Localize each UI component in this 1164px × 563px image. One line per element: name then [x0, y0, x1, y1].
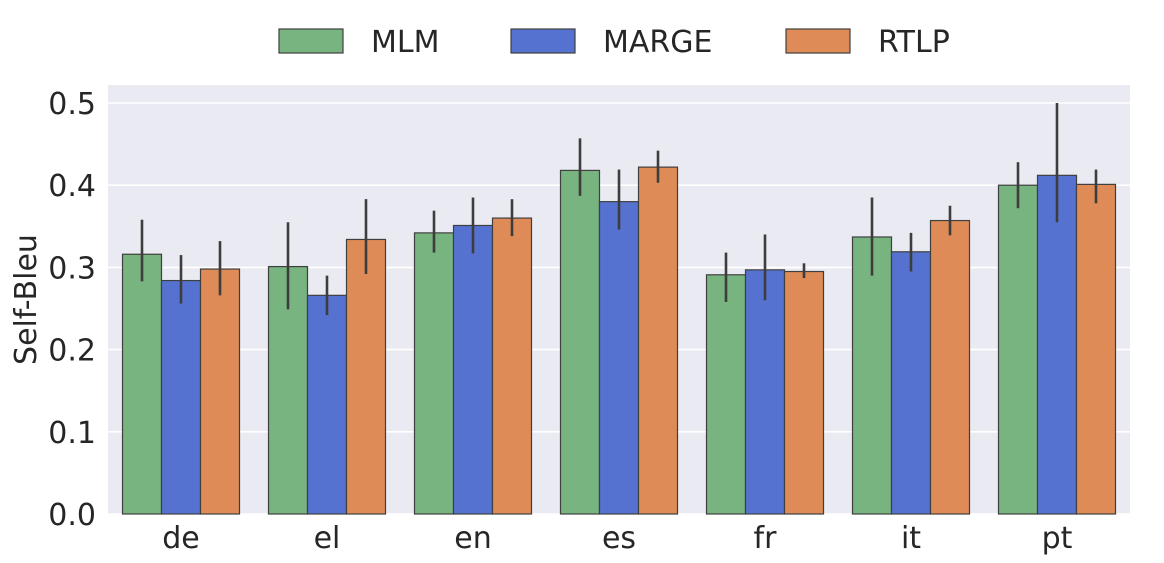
- bar-rtlp-de: [199, 268, 241, 515]
- bar-marge-es: [598, 201, 640, 515]
- bar-mlm-en: [413, 232, 455, 515]
- bar-mlm-pt: [997, 184, 1039, 515]
- y-tick-label: 0.2: [48, 334, 96, 369]
- bar-rtlp-pt: [1075, 183, 1117, 515]
- legend-swatch-rtlp: [785, 28, 851, 54]
- x-tick-label-de: de: [162, 521, 200, 556]
- bar-marge-el: [306, 294, 348, 515]
- y-tick-label: 0.1: [48, 416, 96, 451]
- x-tick-label-en: en: [454, 521, 491, 556]
- bar-mlm-it: [851, 236, 893, 515]
- x-tick-label-es: es: [602, 521, 636, 556]
- x-tick-label-fr: fr: [754, 521, 778, 556]
- bar-rtlp-el: [345, 238, 387, 515]
- bar-rtlp-it: [929, 219, 971, 515]
- legend-label-marge: MARGE: [603, 25, 712, 60]
- bar-marge-en: [452, 224, 494, 515]
- bar-marge-pt: [1036, 174, 1078, 515]
- bar-mlm-de: [121, 253, 163, 515]
- y-tick-label: 0.3: [48, 251, 96, 286]
- legend-label-rtlp: RTLP: [878, 25, 950, 60]
- legend-label-mlm: MLM: [371, 25, 439, 60]
- bars: [121, 166, 1117, 515]
- bar-marge-fr: [744, 269, 786, 515]
- y-tick-label: 0.4: [48, 169, 96, 204]
- error-bars: [140, 103, 1098, 316]
- y-tick-label: 0.0: [48, 498, 96, 533]
- x-tick-label-it: it: [901, 521, 921, 556]
- bar-marge-de: [160, 279, 202, 515]
- bar-rtlp-fr: [783, 270, 825, 515]
- bar-rtlp-en: [491, 217, 533, 515]
- legend-swatch-mlm: [278, 28, 344, 54]
- bar-mlm-fr: [705, 274, 747, 515]
- legend-swatch-marge: [510, 28, 576, 54]
- y-axis-title: Self-Bleu: [9, 234, 44, 365]
- bar-marge-it: [890, 251, 932, 515]
- x-tick-label-pt: pt: [1042, 521, 1073, 556]
- y-axis-ticks: 0.0 0.1 0.2 0.3 0.4 0.5: [48, 87, 96, 533]
- legend: MLM MARGE RTLP: [278, 25, 950, 60]
- x-axis-ticks: de el en es fr it pt: [162, 521, 1072, 556]
- x-tick-label-el: el: [314, 521, 341, 556]
- bar-mlm-es: [559, 169, 601, 515]
- bar-rtlp-es: [637, 166, 679, 515]
- y-tick-label: 0.5: [48, 87, 96, 122]
